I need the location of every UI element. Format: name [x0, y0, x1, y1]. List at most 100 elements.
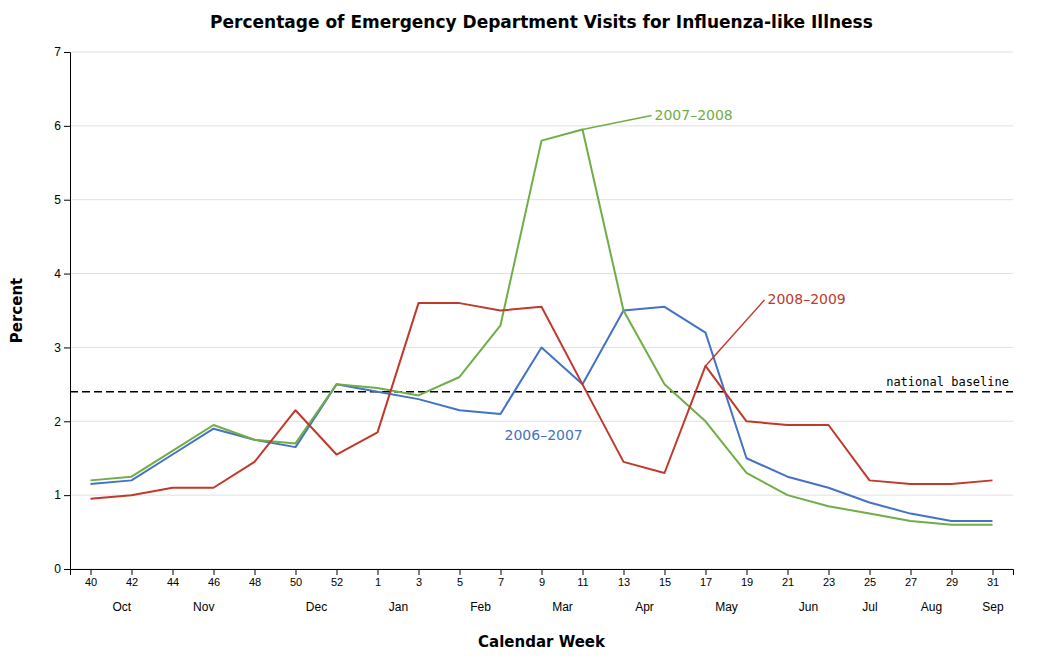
x-tick-mark: [788, 569, 789, 575]
grid-line: [70, 421, 1013, 422]
x-tick-label: 25: [864, 576, 876, 588]
series-line: [91, 130, 993, 525]
x-tick: 23: [823, 569, 835, 588]
x-tick-label: 42: [126, 576, 138, 588]
x-tick-label: 27: [905, 576, 917, 588]
x2-tick: Apr: [635, 599, 654, 614]
y-tick: 0: [54, 562, 70, 576]
x-tick-label: 23: [823, 576, 835, 588]
x-tick-label: 29: [946, 576, 958, 588]
x-tick-label: 3: [416, 576, 422, 588]
y-tick: 7: [54, 45, 70, 59]
x-tick-mark: [91, 569, 92, 575]
reference-label: national baseline: [886, 375, 1009, 389]
x2-tick: Nov: [193, 599, 214, 614]
x-tick: 9: [539, 569, 545, 588]
x2-tick: Aug: [921, 599, 942, 614]
y-tick-label: 0: [54, 562, 61, 576]
x-tick-label: 1: [375, 576, 381, 588]
label-leader: [583, 116, 652, 130]
x-tick-label: 5: [457, 576, 463, 588]
x-tick: 11: [577, 569, 588, 588]
x-tick: 40: [85, 569, 97, 588]
x2-tick: Jun: [799, 599, 818, 614]
x-tick-label: 40: [85, 576, 97, 588]
x-axis-line: [71, 570, 1014, 576]
x-tick-label: 17: [700, 576, 712, 588]
x-tick: 46: [208, 569, 220, 588]
x-tick-mark: [542, 569, 543, 575]
x-tick: 15: [659, 569, 671, 588]
y-tick-label: 2: [54, 415, 61, 429]
x2-tick-label: Jun: [799, 600, 818, 614]
x2-tick-label: Aug: [921, 600, 942, 614]
x-tick-label: 46: [208, 576, 220, 588]
x-tick: 5: [457, 569, 463, 588]
x-tick-mark: [337, 569, 338, 575]
grid-line: [70, 52, 1013, 53]
x-tick-mark: [583, 569, 584, 575]
grid-line: [70, 273, 1013, 274]
y-tick: 2: [54, 415, 70, 429]
x2-tick: Dec: [306, 599, 327, 614]
x-tick-mark: [296, 569, 297, 575]
x2-tick: Oct: [112, 599, 131, 614]
x2-tick-label: Feb: [470, 600, 491, 614]
x2-tick-label: Dec: [306, 600, 327, 614]
x-tick: 19: [741, 569, 753, 588]
x-tick-mark: [255, 569, 256, 575]
y-tick-label: 1: [54, 488, 61, 502]
x-tick-mark: [993, 569, 994, 575]
y-tick: 3: [54, 341, 70, 355]
x2-tick: Jul: [862, 599, 877, 614]
series-label: 2008–2009: [768, 291, 846, 307]
x-tick-label: 21: [782, 576, 794, 588]
grid-line: [70, 495, 1013, 496]
y-tick: 5: [54, 193, 70, 207]
x-tick-label: 50: [290, 576, 302, 588]
x-tick: 27: [905, 569, 917, 588]
x2-tick-label: Jul: [862, 600, 877, 614]
reference-line: [70, 391, 1013, 393]
y-axis: 0 1 2 3 4 5 6 7: [54, 45, 70, 576]
x-tick-label: 7: [498, 576, 504, 588]
y-tick-mark: [64, 421, 70, 422]
x-tick-mark: [173, 569, 174, 575]
x-tick: 7: [498, 569, 504, 588]
x2-tick-label: Oct: [112, 600, 131, 614]
x-tick: 52: [331, 569, 343, 588]
x-tick-mark: [624, 569, 625, 575]
y-tick: 1: [54, 488, 70, 502]
y-tick-mark: [64, 200, 70, 201]
x-tick-mark: [829, 569, 830, 575]
x-tick: 21: [782, 569, 794, 588]
grid: [70, 52, 1013, 569]
y-tick-label: 3: [54, 341, 61, 355]
x-tick-mark: [214, 569, 215, 575]
y-tick-label: 4: [54, 267, 61, 281]
x-tick: 31: [987, 569, 999, 588]
y-tick-label: 6: [54, 119, 61, 133]
x-tick-mark: [132, 569, 133, 575]
x2-tick: Feb: [470, 599, 491, 614]
x2-tick: Sep: [982, 599, 1004, 614]
y-tick-mark: [64, 126, 70, 127]
x-tick-mark: [665, 569, 666, 575]
series-line: [91, 303, 993, 499]
y-tick-mark: [64, 495, 70, 496]
y-axis-title: Percent: [8, 278, 26, 343]
y-tick-mark: [64, 274, 70, 275]
x-tick-label: 15: [659, 576, 671, 588]
x2-tick-label: Nov: [193, 600, 214, 614]
x-axis-title: Calendar Week: [478, 633, 606, 651]
x-tick-mark: [870, 569, 871, 575]
x-tick-mark: [952, 569, 953, 575]
y-tick-label: 7: [54, 45, 61, 59]
x2-axis: OctNovDecJanFebMarAprMayJunJulAugSep: [112, 599, 1004, 614]
x-tick: 42: [126, 569, 138, 588]
x-tick-label: 48: [249, 576, 261, 588]
y-tick-mark: [64, 569, 70, 570]
series-label: 2007–2008: [655, 107, 733, 123]
series-line: [91, 307, 993, 521]
x-tick: 48: [249, 569, 261, 588]
